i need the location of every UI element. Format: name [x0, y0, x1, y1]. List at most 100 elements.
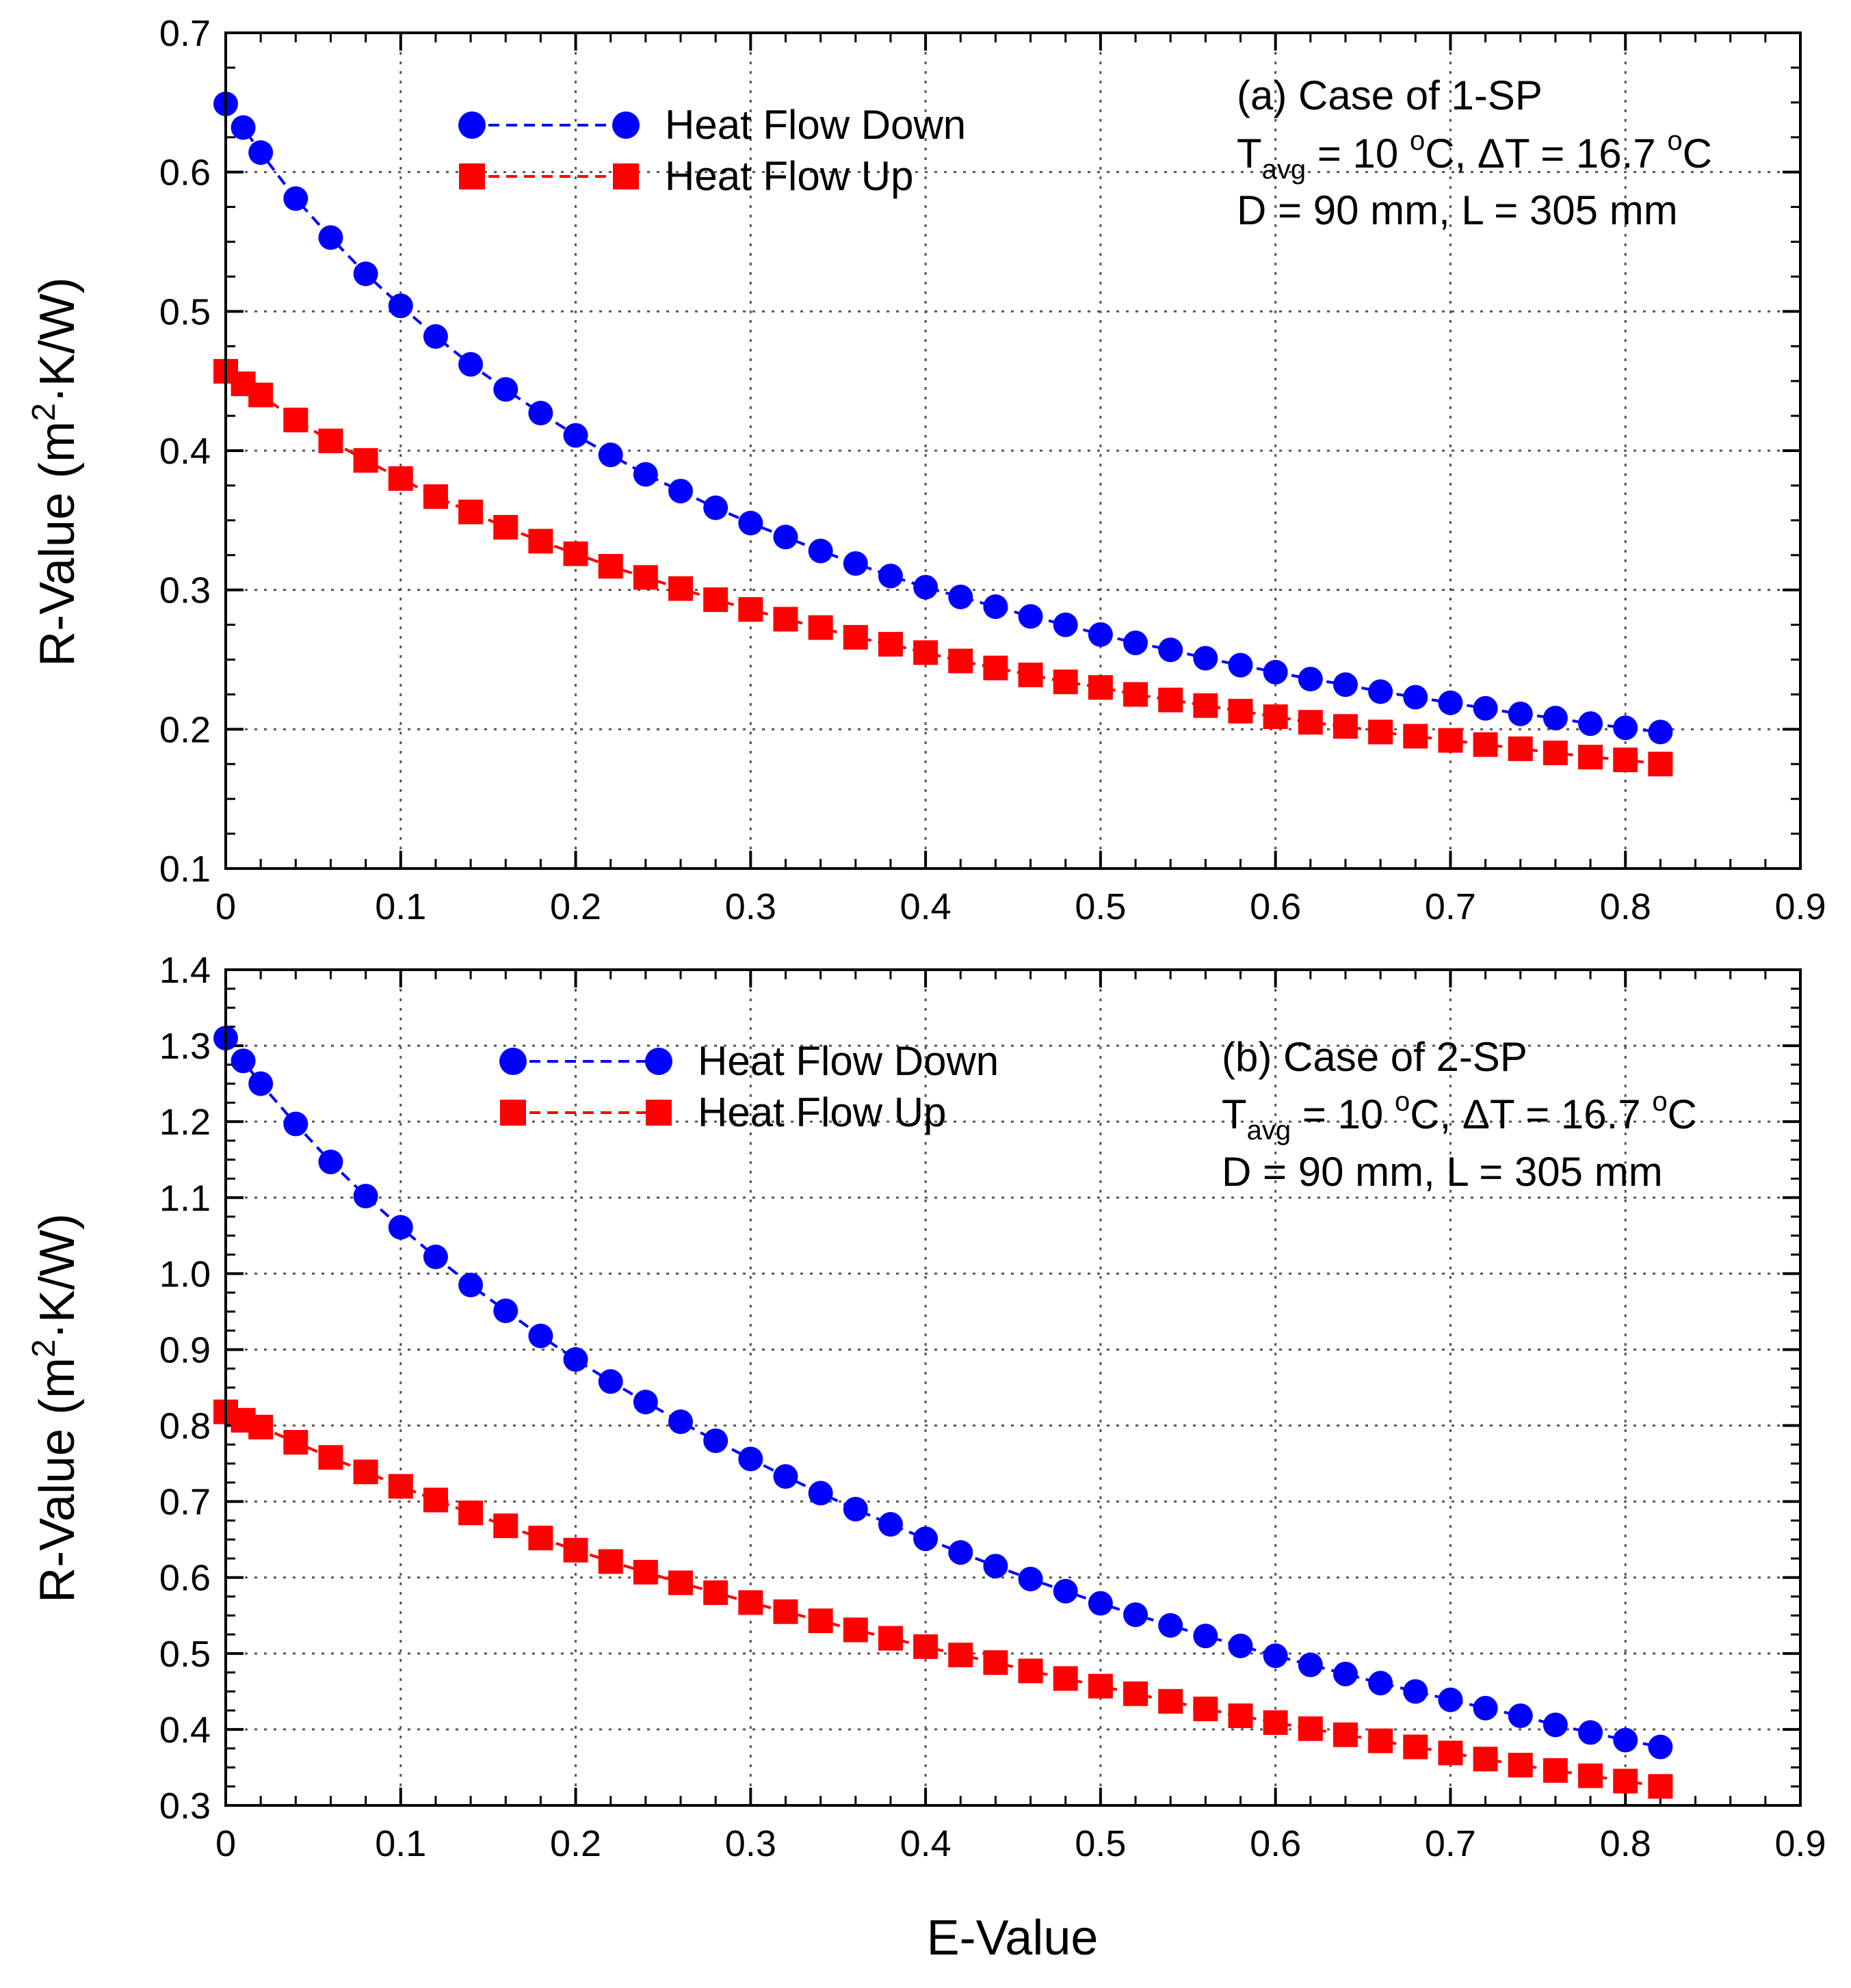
panel-a-data-point-circle [1333, 672, 1358, 698]
panel-a-x-tick-label: 0.4 [900, 886, 951, 927]
panel-a-data-point-square [1403, 724, 1428, 749]
panel-b-data-point-circle [563, 1347, 588, 1372]
panel-a-data-point-circle [563, 423, 588, 448]
panel-b-x-tick-label: 0.9 [1774, 1823, 1826, 1864]
panel-b-x-tick-label: 0.2 [550, 1823, 601, 1864]
panel-a-x-tick-label: 0 [215, 886, 236, 927]
panel-a-data-point-square [1123, 682, 1148, 707]
panel-b-data-point-square [1228, 1703, 1253, 1728]
panel-b-data-point-circle [528, 1323, 553, 1349]
panel-a-data-point-square [878, 632, 903, 657]
panel-b-tick-labels: 0 0.1 0.2 0.3 0.4 0.5 0.6 0.7 0.8 0.9 0.3 0.4 0.5 0.6… [159, 950, 1826, 1864]
panel-a-tick-labels: 0 0.1 0.2 0.3 0.4 0.5 0.6 0.7 0.8 0.90.10.20.30.4… [159, 13, 1826, 927]
panel-b-data-point-square [493, 1513, 518, 1539]
panel-b-y-tick-label: 1.0 [159, 1254, 211, 1295]
panel-a-data-point-circle [1158, 637, 1183, 663]
panel-b-data-point-square [1508, 1753, 1533, 1778]
panel-b-data-point-circle [1438, 1687, 1463, 1712]
panel-b-data-point-square [1403, 1734, 1428, 1760]
panel-b-data-point-circle [1018, 1566, 1043, 1591]
panel-a-data-point-circle [633, 462, 658, 487]
panel-a-data-point-circle [983, 594, 1008, 620]
panel-a-data-point-circle [231, 115, 256, 140]
panel-b-data-point-square [773, 1599, 798, 1624]
panel-a-plot-frame [224, 31, 1802, 870]
panel-b-y-tick-label: 0.6 [159, 1558, 211, 1599]
panel-b-legend-down-marker [645, 1048, 672, 1075]
panel-a-data-point-circle [703, 495, 728, 520]
panel-b-data-point-circle [423, 1244, 448, 1269]
panel-a-data-point-circle [283, 186, 308, 211]
panel-b-data-point-circle [283, 1111, 308, 1137]
panel-b-data-point-square [598, 1549, 623, 1574]
panel-a-data-point-circle [598, 442, 623, 468]
panel-a-data-point-square [1438, 728, 1463, 753]
panel-b-data-point-square [1648, 1774, 1673, 1799]
panel-a-data-point-circle [913, 574, 938, 600]
panel-b-y-tick-label: 0.3 [159, 1786, 211, 1827]
panel-b-data-point-circle [843, 1496, 868, 1522]
panel-a-annotation-case: (a) Case of 1-SP [1237, 72, 1542, 118]
panel-a-data-point-circle [1053, 612, 1078, 637]
panel-a-data-point-circle [1368, 679, 1393, 704]
panel-b-data-point-circle [668, 1409, 694, 1434]
panel-b-data-point-square [423, 1487, 448, 1513]
panel-b-data-point-circle [1088, 1591, 1113, 1616]
panel-b-data-point-circle [1648, 1734, 1673, 1760]
panel-b-plot-frame [224, 968, 1802, 1807]
panel-b-data-point-circle [703, 1428, 728, 1453]
panel-a-data-point-square [1158, 687, 1183, 713]
panel-a-data-point-square [1578, 745, 1603, 770]
panel-a: 0 0.1 0.2 0.3 0.4 0.5 0.6 0.7 0.8 0.90.10.20.30.4… [26, 13, 1826, 927]
panel-b-data-point-square [1263, 1710, 1288, 1735]
panel-a-data-point-square [1228, 698, 1253, 724]
panel-b-data-point-circle [1298, 1652, 1323, 1678]
panel-b-data-point-circle [598, 1369, 623, 1394]
panel-a-legend-down-marker [612, 111, 640, 139]
panel-b-data-point-square [983, 1650, 1008, 1675]
panel-b-data-point-square [948, 1643, 973, 1668]
panel-b-y-tick-label: 1.4 [159, 950, 211, 991]
panel-a-data-point-square [1473, 732, 1498, 757]
panel-a-data-point-square [1193, 693, 1218, 718]
panel-a-y-tick-label: 0.2 [159, 709, 211, 750]
panel-a-data-point-square [423, 484, 448, 509]
panel-a-x-tick-label: 0.3 [725, 886, 776, 927]
panel-b-data-point-circle [738, 1446, 763, 1472]
panel-b-y-tick-label: 0.4 [159, 1710, 211, 1751]
panel-b-x-tick-label: 0.4 [900, 1823, 951, 1864]
panel-b-y-tick-label: 0.5 [159, 1634, 211, 1675]
panel-b-data-point-circle [1193, 1623, 1218, 1649]
panel-b-annotation: (b) Case of 2-SP Tavg = 10 oC, ΔT = 16.7… [1222, 1034, 1697, 1195]
panel-b: 0 0.1 0.2 0.3 0.4 0.5 0.6 0.7 0.8 0.9 0.3 0.4 0.5 0.6… [26, 950, 1826, 1864]
panel-b-data-point-circle [1542, 1712, 1568, 1738]
panel-b-legend: Heat Flow Down Heat Flow Up [499, 1038, 999, 1135]
panel-a-legend-down-marker [458, 111, 486, 139]
panel-a-data-point-square [458, 499, 484, 525]
panel-b-data-point-square [1123, 1681, 1148, 1706]
panel-b-data-point-circle [231, 1048, 256, 1074]
panel-a-series [213, 91, 1673, 777]
panel-b-x-tick-label: 0.3 [725, 1823, 776, 1864]
panel-b-data-point-square [1368, 1728, 1393, 1753]
panel-a-annotation-dimensions: D = 90 mm, L = 305 mm [1237, 187, 1678, 233]
panel-a-data-point-square [773, 607, 798, 632]
panel-a-data-point-square [808, 615, 833, 640]
panel-b-data-point-circle [1333, 1661, 1358, 1686]
panel-b-data-point-square [633, 1559, 658, 1585]
panel-a-data-point-square [703, 587, 728, 612]
panel-b-x-tick-label: 0.1 [375, 1823, 426, 1864]
panel-b-data-point-square [878, 1626, 903, 1651]
panel-b-data-point-circle [1473, 1695, 1498, 1721]
panel-b-data-point-square [1333, 1722, 1358, 1747]
panel-b-data-point-circle [318, 1150, 343, 1175]
panel-a-legend-up-label: Heat Flow Up [665, 153, 913, 199]
panel-a-x-tick-label: 0.7 [1425, 886, 1476, 927]
panel-a-data-point-circle [1088, 622, 1113, 647]
panel-b-data-point-square [1438, 1740, 1463, 1766]
panel-a-data-point-square [1298, 710, 1323, 735]
panel-b-data-point-square [668, 1570, 694, 1595]
panel-a-data-point-circle [493, 377, 518, 402]
panel-b-series-heat-flow-up [213, 1399, 1673, 1799]
panel-b-data-point-square [703, 1580, 728, 1605]
